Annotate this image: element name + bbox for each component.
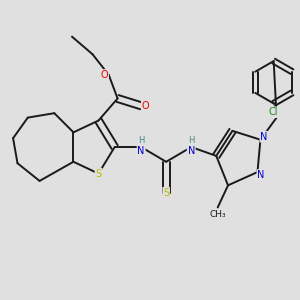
Text: N: N <box>260 132 268 142</box>
Text: S: S <box>163 188 169 198</box>
Text: Cl: Cl <box>269 107 278 117</box>
Text: N: N <box>257 170 265 180</box>
Text: S: S <box>95 169 101 178</box>
Text: CH₃: CH₃ <box>209 210 226 219</box>
Text: H: H <box>188 136 194 145</box>
Text: N: N <box>137 146 145 157</box>
Text: O: O <box>100 70 108 80</box>
Text: N: N <box>188 146 195 157</box>
Text: H: H <box>138 136 144 145</box>
Text: O: O <box>142 101 149 111</box>
